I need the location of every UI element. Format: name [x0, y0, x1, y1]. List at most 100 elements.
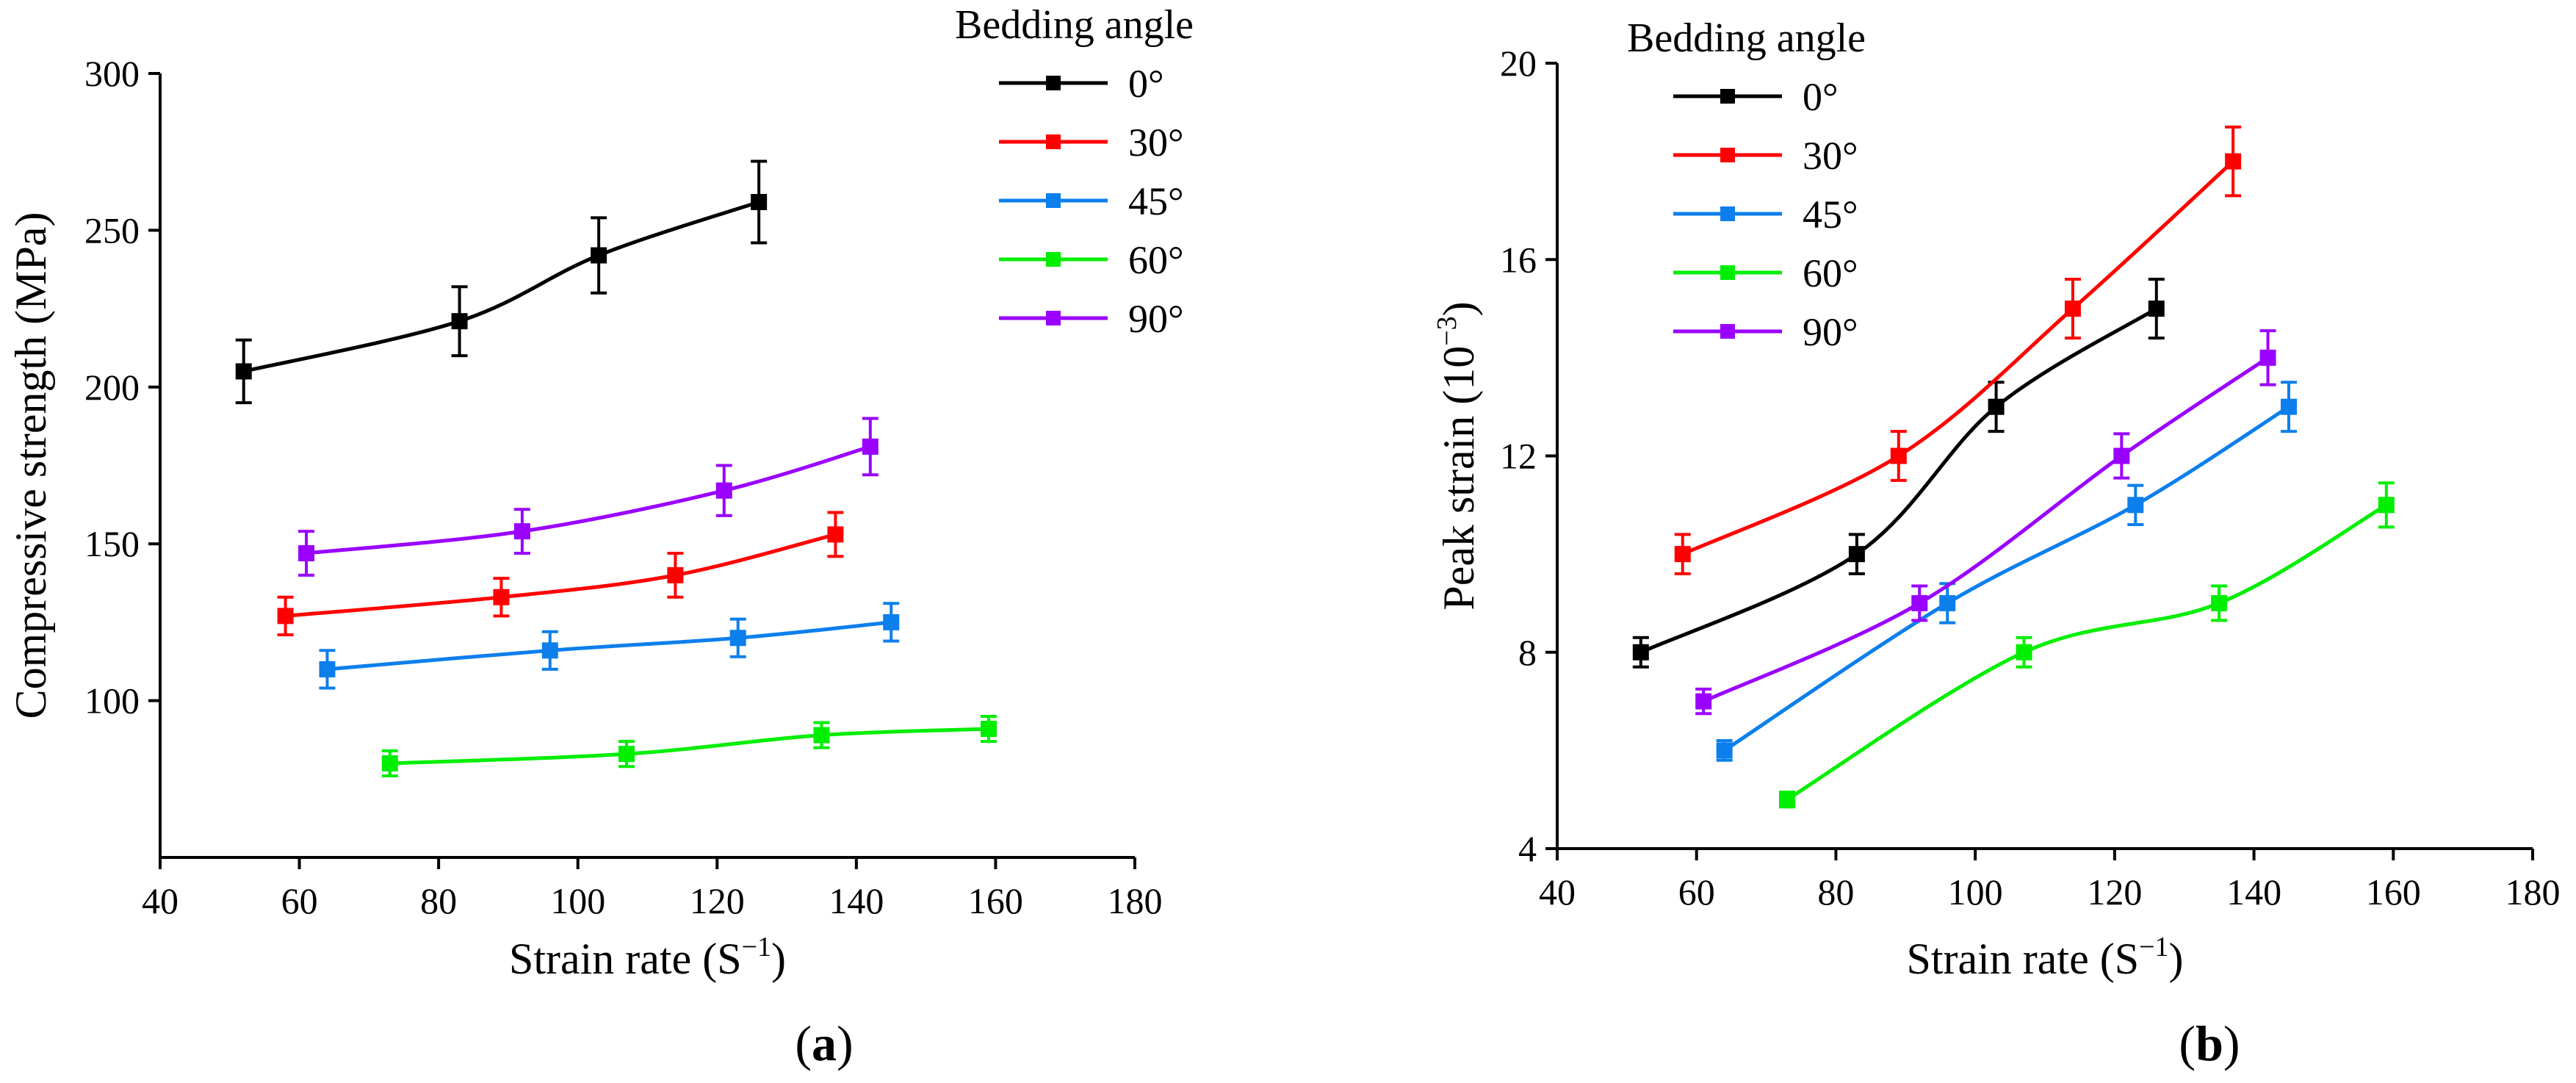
legend-item: 60°	[1673, 251, 1858, 295]
legend-swatch-marker	[1046, 193, 1061, 208]
legend-swatch-marker	[1046, 311, 1061, 325]
legend-title: Bedding angle	[955, 2, 1194, 48]
legend-item: 45°	[999, 179, 1184, 223]
panel-label-close: )	[837, 1015, 854, 1071]
y-axis-label: Compressive strength (MPa)	[7, 212, 55, 719]
legend-swatch-marker	[1046, 134, 1061, 149]
legend-item: 45°	[1673, 193, 1858, 237]
data-point	[381, 755, 398, 771]
legend-swatch-marker	[1720, 89, 1735, 104]
x-axis-label: Strain rate (S−1)	[1906, 932, 2183, 983]
series-2	[1716, 381, 2297, 762]
series-line	[306, 445, 871, 555]
data-point	[591, 247, 607, 264]
legend-swatch-marker	[1720, 148, 1735, 162]
series-line	[1786, 503, 2388, 802]
data-point	[1911, 594, 1928, 611]
x-tick-label: 140	[829, 880, 884, 921]
series-3	[1779, 481, 2395, 809]
y-tick-label: 150	[84, 523, 140, 564]
data-point	[1939, 594, 1956, 611]
x-tick-label: 180	[1108, 880, 1163, 921]
legend-item: 90°	[999, 297, 1184, 341]
series-line	[1681, 159, 2234, 556]
x-tick-label: 40	[1539, 871, 1576, 913]
series-line	[1639, 306, 2158, 655]
series-4	[1695, 329, 2276, 716]
legend-swatch-marker	[1720, 206, 1735, 221]
x-tick-label: 120	[2087, 871, 2142, 913]
data-point	[1848, 546, 1865, 563]
x-axis-label-text: Strain rate (S	[1906, 935, 2139, 983]
data-point	[1988, 398, 2005, 415]
y-tick-label: 4	[1518, 828, 1537, 869]
x-tick-label: 100	[550, 880, 605, 921]
data-point	[493, 589, 510, 605]
series-line	[327, 620, 892, 672]
series-3	[381, 714, 997, 778]
y-tick-label: 300	[84, 53, 140, 94]
x-tick-label: 100	[1948, 871, 2003, 913]
legend-swatch-marker	[1720, 265, 1735, 280]
data-point	[1674, 546, 1691, 563]
data-point	[1632, 644, 1649, 661]
x-tick-label: 180	[2505, 871, 2561, 913]
x-tick-label: 160	[2366, 871, 2421, 913]
y-axis-label-superscript: −3	[1432, 316, 1462, 345]
y-tick-label: 20	[1500, 43, 1537, 84]
legend-label: 0°	[1128, 62, 1164, 106]
data-point	[2148, 301, 2165, 317]
x-axis-label-superscript: −1	[742, 932, 771, 963]
panel-label-close: )	[2223, 1015, 2240, 1071]
data-point	[1695, 693, 1712, 710]
panel-label-letter: a	[812, 1015, 837, 1071]
data-point	[667, 566, 684, 583]
series-0	[1632, 277, 2165, 669]
legend-item: 0°	[1673, 75, 1839, 119]
data-point	[1890, 447, 1907, 464]
y-axis-label-text: Compressive strength (MPa)	[7, 212, 55, 719]
y-tick-label: 250	[84, 209, 140, 251]
series-line	[243, 200, 760, 373]
series-1	[1674, 125, 2242, 575]
data-point	[319, 661, 336, 677]
series-4	[298, 417, 878, 577]
y-tick-label: 8	[1518, 632, 1537, 673]
legend-item: 90°	[1673, 310, 1858, 354]
series-0	[235, 159, 768, 405]
data-point	[277, 608, 294, 625]
data-point	[980, 721, 997, 738]
x-tick-label: 60	[281, 880, 318, 921]
panel-label-open: (	[795, 1015, 812, 1071]
legend-swatch-marker	[1720, 324, 1735, 339]
x-tick-label: 60	[1678, 871, 1715, 913]
panel-label-open: (	[2179, 1015, 2196, 1071]
data-point	[813, 727, 830, 744]
data-point	[2064, 301, 2081, 317]
y-axis-label-close: )	[1435, 301, 1483, 316]
data-point	[2016, 644, 2032, 661]
x-axis-label-close: )	[771, 935, 786, 983]
panel-a: 40 60 80 100 120 140 160 180 100 150 200 250 300 Stra…	[7, 2, 1194, 1071]
x-axis-label-superscript: −1	[2139, 932, 2168, 963]
legend-label: 60°	[1128, 238, 1184, 282]
y-tick-label: 100	[84, 680, 140, 722]
x-axis-label: Strain rate (S−1)	[509, 932, 786, 983]
legend-item: 30°	[999, 120, 1184, 165]
panel-label: (a)	[795, 1015, 853, 1071]
legend: Bedding angle 0° 30° 45° 60° 90°	[955, 2, 1194, 341]
legend-label: 45°	[1803, 193, 1858, 237]
legend-swatch-marker	[1046, 76, 1061, 90]
data-point	[235, 363, 252, 380]
data-point	[1716, 742, 1733, 759]
series-1	[277, 511, 844, 636]
legend-label: 30°	[1803, 134, 1858, 178]
legend-label: 0°	[1803, 75, 1839, 119]
data-point	[883, 614, 900, 630]
y-tick-label: 16	[1500, 239, 1537, 280]
legend-item: 30°	[1673, 134, 1858, 178]
x-axis-label-close: )	[2169, 935, 2184, 983]
legend-label: 30°	[1128, 120, 1184, 165]
series-line	[1723, 405, 2290, 752]
